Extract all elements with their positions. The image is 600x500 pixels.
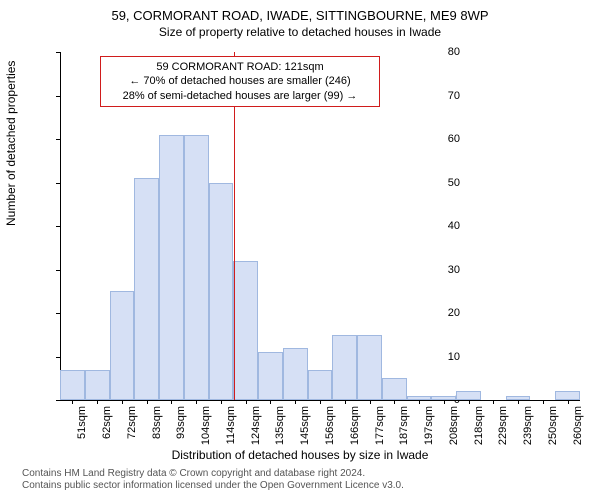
x-tick-label: 62sqm [101,406,113,439]
x-tick-label: 93sqm [175,406,187,439]
footer-attribution: Contains HM Land Registry data © Crown c… [22,468,404,492]
histogram-bar [233,261,258,400]
x-tick-label: 229sqm [497,406,509,445]
histogram-bar [85,370,110,400]
histogram-bar [134,178,159,400]
x-tick-mark [543,400,544,404]
x-tick-label: 104sqm [200,406,212,445]
x-tick-label: 51sqm [76,406,88,439]
x-tick-mark [246,400,247,404]
chart-title: 59, CORMORANT ROAD, IWADE, SITTINGBOURNE… [0,0,600,23]
x-tick-mark [518,400,519,404]
x-tick-label: 239sqm [522,406,534,445]
footer-line-1: Contains HM Land Registry data © Crown c… [22,468,404,480]
x-tick-label: 218sqm [473,406,485,445]
x-tick-label: 114sqm [225,406,237,444]
x-tick-mark [568,400,569,404]
x-tick-mark [270,400,271,404]
x-tick-mark [345,400,346,404]
annotation-line: 59 CORMORANT ROAD: 121sqm [107,60,373,74]
x-tick-label: 135sqm [274,406,286,445]
plot-area: 59 CORMORANT ROAD: 121sqm← 70% of detach… [60,52,580,400]
x-tick-label: 260sqm [572,406,584,445]
x-tick-mark [469,400,470,404]
histogram-bar [332,335,357,400]
x-tick-mark [72,400,73,404]
y-tick-mark [56,400,60,401]
histogram-bar [110,291,135,400]
histogram-bar [209,183,234,401]
histogram-bar [431,396,456,400]
histogram-bar [407,396,432,400]
histogram-bar [258,352,283,400]
x-tick-mark [295,400,296,404]
x-tick-label: 197sqm [423,406,435,445]
chart-wrapper: 59, CORMORANT ROAD, IWADE, SITTINGBOURNE… [0,0,600,500]
histogram-bar [456,391,481,400]
x-tick-label: 156sqm [324,406,336,445]
x-tick-label: 72sqm [126,406,138,439]
x-tick-label: 187sqm [398,406,410,445]
x-tick-label: 166sqm [349,406,361,445]
histogram-bar [382,378,407,400]
histogram-bar [184,135,209,400]
x-tick-mark [147,400,148,404]
x-tick-label: 124sqm [250,406,262,445]
x-tick-label: 83sqm [151,406,163,439]
histogram-bar [506,396,531,400]
histogram-bar [308,370,333,400]
annotation-line: 28% of semi-detached houses are larger (… [107,89,373,103]
x-tick-mark [122,400,123,404]
histogram-bar [159,135,184,400]
x-tick-label: 145sqm [299,406,311,445]
x-tick-label: 208sqm [448,406,460,445]
histogram-bar [555,391,580,400]
x-tick-mark [97,400,98,404]
x-tick-mark [394,400,395,404]
x-tick-mark [419,400,420,404]
histogram-bar [283,348,308,400]
x-tick-mark [171,400,172,404]
histogram-bar [357,335,382,400]
x-tick-mark [196,400,197,404]
x-tick-mark [444,400,445,404]
x-axis-title: Distribution of detached houses by size … [0,448,600,462]
x-tick-label: 177sqm [374,406,386,445]
chart-subtitle: Size of property relative to detached ho… [0,23,600,39]
x-tick-mark [221,400,222,404]
histogram-bar [60,370,85,400]
x-tick-label: 250sqm [547,406,559,445]
annotation-line: ← 70% of detached houses are smaller (24… [107,74,373,88]
x-tick-mark [320,400,321,404]
y-axis-title: Number of detached properties [4,61,18,226]
annotation-box: 59 CORMORANT ROAD: 121sqm← 70% of detach… [100,56,380,107]
x-tick-mark [370,400,371,404]
x-tick-mark [493,400,494,404]
footer-line-2: Contains public sector information licen… [22,480,404,492]
